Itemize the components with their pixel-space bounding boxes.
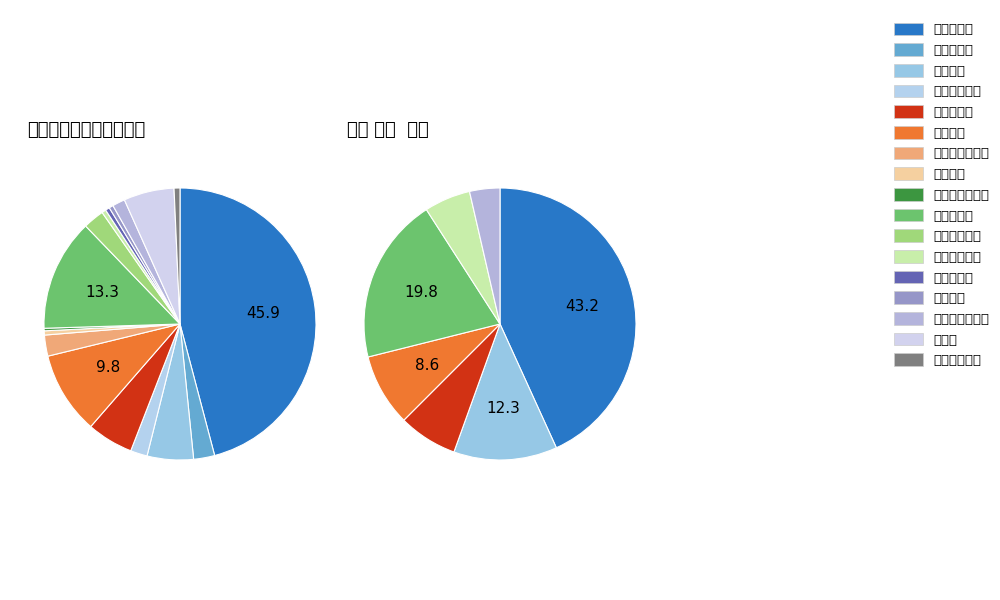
Wedge shape bbox=[44, 324, 180, 356]
Wedge shape bbox=[86, 212, 180, 324]
Text: 12.3: 12.3 bbox=[487, 401, 520, 416]
Wedge shape bbox=[469, 188, 500, 324]
Wedge shape bbox=[44, 324, 180, 335]
Wedge shape bbox=[124, 188, 180, 324]
Text: 45.9: 45.9 bbox=[247, 305, 281, 320]
Wedge shape bbox=[500, 188, 636, 448]
Wedge shape bbox=[109, 206, 180, 324]
Wedge shape bbox=[131, 324, 180, 456]
Text: 9.8: 9.8 bbox=[96, 361, 120, 376]
Text: 19.8: 19.8 bbox=[405, 286, 439, 301]
Wedge shape bbox=[147, 324, 194, 460]
Text: 43.2: 43.2 bbox=[565, 299, 599, 314]
Wedge shape bbox=[102, 210, 180, 324]
Wedge shape bbox=[364, 209, 500, 357]
Wedge shape bbox=[368, 324, 500, 420]
Legend: ストレート, ツーシーム, シュート, カットボール, スプリット, フォーク, チェンジアップ, シンカー, 高速スライダー, スライダー, 縦スライダー, : ストレート, ツーシーム, シュート, カットボール, スプリット, フォーク,… bbox=[890, 19, 993, 371]
Wedge shape bbox=[174, 188, 180, 324]
Wedge shape bbox=[106, 208, 180, 324]
Wedge shape bbox=[180, 324, 215, 460]
Text: 13.3: 13.3 bbox=[85, 285, 119, 300]
Wedge shape bbox=[44, 324, 180, 331]
Wedge shape bbox=[454, 324, 556, 460]
Wedge shape bbox=[91, 324, 180, 451]
Wedge shape bbox=[48, 324, 180, 427]
Wedge shape bbox=[113, 200, 180, 324]
Wedge shape bbox=[44, 226, 180, 328]
Wedge shape bbox=[404, 324, 500, 452]
Text: 8.6: 8.6 bbox=[415, 358, 439, 373]
Wedge shape bbox=[180, 188, 316, 455]
Text: パ・リーグ全プレイヤー: パ・リーグ全プレイヤー bbox=[27, 121, 145, 139]
Text: 今宮 健太  選手: 今宮 健太 選手 bbox=[347, 121, 429, 139]
Wedge shape bbox=[426, 191, 500, 324]
